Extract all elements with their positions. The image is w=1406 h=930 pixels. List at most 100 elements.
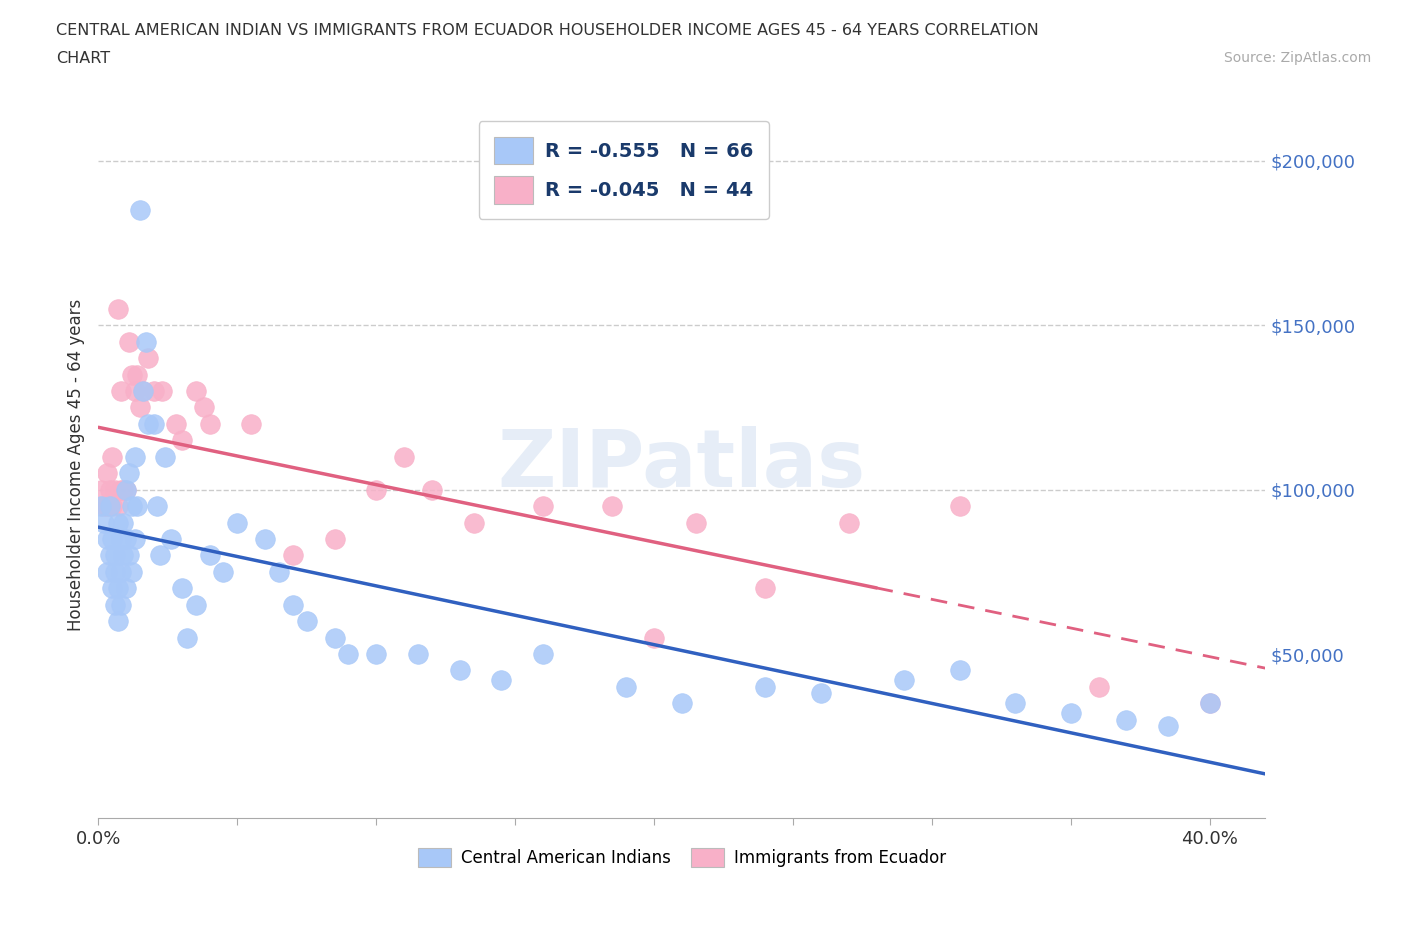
Point: [337, 646, 360, 661]
Point: [112, 483, 135, 498]
Text: ZIPatlas: ZIPatlas: [498, 426, 866, 504]
Point: [1004, 696, 1026, 711]
Point: [1087, 680, 1109, 695]
Point: [110, 483, 132, 498]
Point: [159, 532, 181, 547]
Point: [153, 449, 176, 464]
Point: [104, 597, 127, 612]
Point: [129, 203, 152, 218]
Point: [96, 498, 118, 513]
Point: [96, 466, 118, 481]
Point: [1198, 696, 1220, 711]
Point: [132, 383, 155, 398]
Point: [531, 498, 554, 513]
Point: [184, 597, 207, 612]
Point: [98, 548, 121, 563]
Point: [531, 646, 554, 661]
Point: [104, 565, 127, 579]
Point: [115, 532, 138, 547]
Point: [93, 498, 115, 513]
Point: [98, 498, 121, 513]
Text: CHART: CHART: [56, 51, 110, 66]
Point: [101, 532, 124, 547]
Point: [150, 383, 173, 398]
Point: [107, 301, 129, 316]
Point: [176, 631, 198, 645]
Y-axis label: Householder Income Ages 45 - 64 years: Householder Income Ages 45 - 64 years: [66, 299, 84, 631]
Point: [198, 548, 221, 563]
Point: [107, 581, 129, 596]
Point: [685, 515, 707, 530]
Legend: Central American Indians, Immigrants from Ecuador: Central American Indians, Immigrants fro…: [411, 841, 953, 873]
Point: [602, 498, 624, 513]
Point: [143, 417, 166, 432]
Point: [463, 515, 485, 530]
Point: [110, 532, 132, 547]
Point: [170, 432, 193, 447]
Text: CENTRAL AMERICAN INDIAN VS IMMIGRANTS FROM ECUADOR HOUSEHOLDER INCOME AGES 45 - : CENTRAL AMERICAN INDIAN VS IMMIGRANTS FR…: [56, 23, 1039, 38]
Point: [212, 565, 235, 579]
Point: [98, 483, 121, 498]
Point: [107, 498, 129, 513]
Point: [138, 417, 160, 432]
Point: [115, 483, 138, 498]
Point: [121, 498, 143, 513]
Point: [949, 663, 972, 678]
Point: [127, 498, 149, 513]
Point: [1060, 706, 1083, 721]
Point: [893, 673, 915, 688]
Point: [1115, 712, 1137, 727]
Point: [1198, 696, 1220, 711]
Point: [104, 548, 127, 563]
Point: [118, 548, 141, 563]
Point: [101, 498, 124, 513]
Point: [170, 581, 193, 596]
Point: [118, 466, 141, 481]
Point: [132, 383, 155, 398]
Point: [90, 483, 112, 498]
Point: [254, 532, 277, 547]
Point: [146, 498, 169, 513]
Point: [107, 515, 129, 530]
Point: [420, 483, 443, 498]
Point: [101, 449, 124, 464]
Point: [110, 383, 132, 398]
Point: [96, 532, 118, 547]
Point: [392, 449, 415, 464]
Point: [112, 548, 135, 563]
Point: [226, 515, 249, 530]
Point: [838, 515, 860, 530]
Point: [671, 696, 693, 711]
Point: [754, 680, 776, 695]
Point: [323, 532, 346, 547]
Point: [129, 400, 152, 415]
Point: [138, 351, 160, 365]
Point: [281, 597, 304, 612]
Point: [115, 483, 138, 498]
Point: [127, 367, 149, 382]
Point: [115, 581, 138, 596]
Point: [184, 383, 207, 398]
Point: [124, 532, 146, 547]
Point: [121, 565, 143, 579]
Point: [406, 646, 429, 661]
Point: [148, 548, 170, 563]
Point: [366, 646, 388, 661]
Point: [193, 400, 215, 415]
Point: [112, 515, 135, 530]
Point: [110, 565, 132, 579]
Point: [614, 680, 637, 695]
Text: Source: ZipAtlas.com: Source: ZipAtlas.com: [1223, 51, 1371, 65]
Point: [949, 498, 972, 513]
Point: [281, 548, 304, 563]
Point: [295, 614, 318, 629]
Point: [93, 515, 115, 530]
Point: [491, 673, 513, 688]
Point: [143, 383, 166, 398]
Point: [198, 417, 221, 432]
Point: [754, 581, 776, 596]
Point: [124, 383, 146, 398]
Point: [104, 483, 127, 498]
Point: [107, 614, 129, 629]
Point: [267, 565, 290, 579]
